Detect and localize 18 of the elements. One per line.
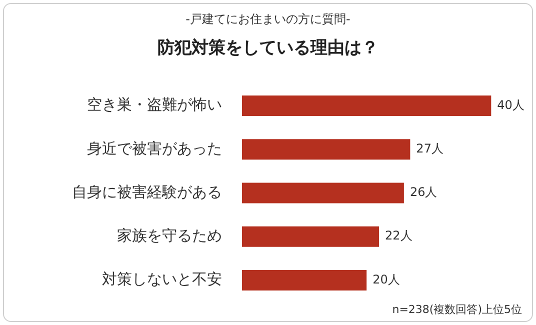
bar bbox=[242, 226, 380, 247]
data-label: 26人 bbox=[410, 185, 438, 200]
y-tick-label: 対策しないと不安 bbox=[102, 270, 222, 288]
text: n=238(複数回答)上位5位 bbox=[392, 302, 522, 317]
data-label: 20人 bbox=[372, 272, 400, 286]
chart-title: 防犯対策をしている理由は？ bbox=[156, 37, 380, 59]
data-label: 40人 bbox=[497, 98, 524, 112]
y-tick-label: 身近で被害があった bbox=[87, 139, 222, 158]
data-label: 22人 bbox=[385, 228, 412, 243]
chart-subtitle: -戸建てにお住まいの方に質問- bbox=[184, 11, 352, 28]
bar bbox=[242, 139, 410, 160]
data-label: 27人 bbox=[416, 142, 444, 156]
y-tick-label: 空き巣・盗難が怖い bbox=[87, 96, 222, 114]
bar bbox=[242, 182, 404, 204]
bar bbox=[242, 270, 367, 290]
y-tick-label: 自身に被害経験がある bbox=[72, 182, 222, 201]
y-tick-label: 家族を守るため bbox=[117, 226, 222, 244]
bar bbox=[242, 96, 492, 116]
